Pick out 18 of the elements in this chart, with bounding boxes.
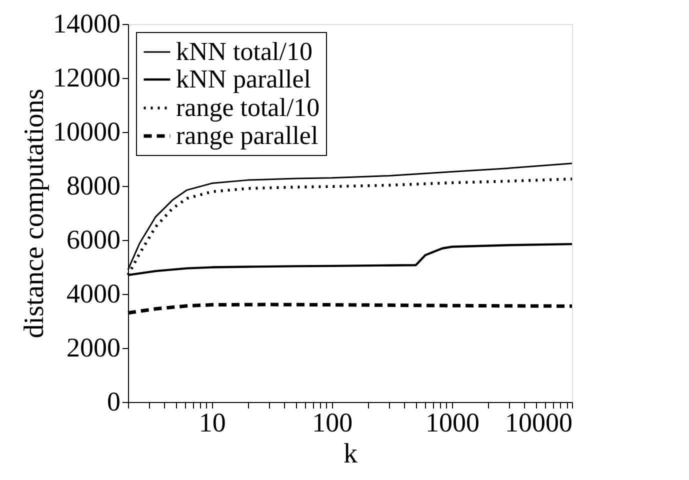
y-tick-label: 10000 xyxy=(53,116,120,146)
x-tick-label: 10 xyxy=(198,408,226,438)
y-tick-label: 4000 xyxy=(66,278,120,308)
y-axis-title: distance computations xyxy=(19,88,50,338)
x-tick-label: 10000 xyxy=(505,408,572,438)
legend-label: range parallel xyxy=(176,121,318,150)
x-tick-label: 100 xyxy=(312,408,353,438)
y-tick-label: 14000 xyxy=(53,8,120,38)
legend-label: kNN parallel xyxy=(176,64,312,94)
y-tick-label: 6000 xyxy=(66,224,120,254)
y-tick-label: 0 xyxy=(107,386,120,416)
x-axis-title: k xyxy=(344,438,358,470)
legend-label: range total/10 xyxy=(176,93,320,122)
legend-label: kNN total/10 xyxy=(176,37,312,66)
y-tick-label: 2000 xyxy=(66,332,120,362)
y-tick-label: 12000 xyxy=(53,62,120,92)
y-tick-label: 8000 xyxy=(66,170,120,200)
x-tick-label: 1000 xyxy=(425,408,480,438)
